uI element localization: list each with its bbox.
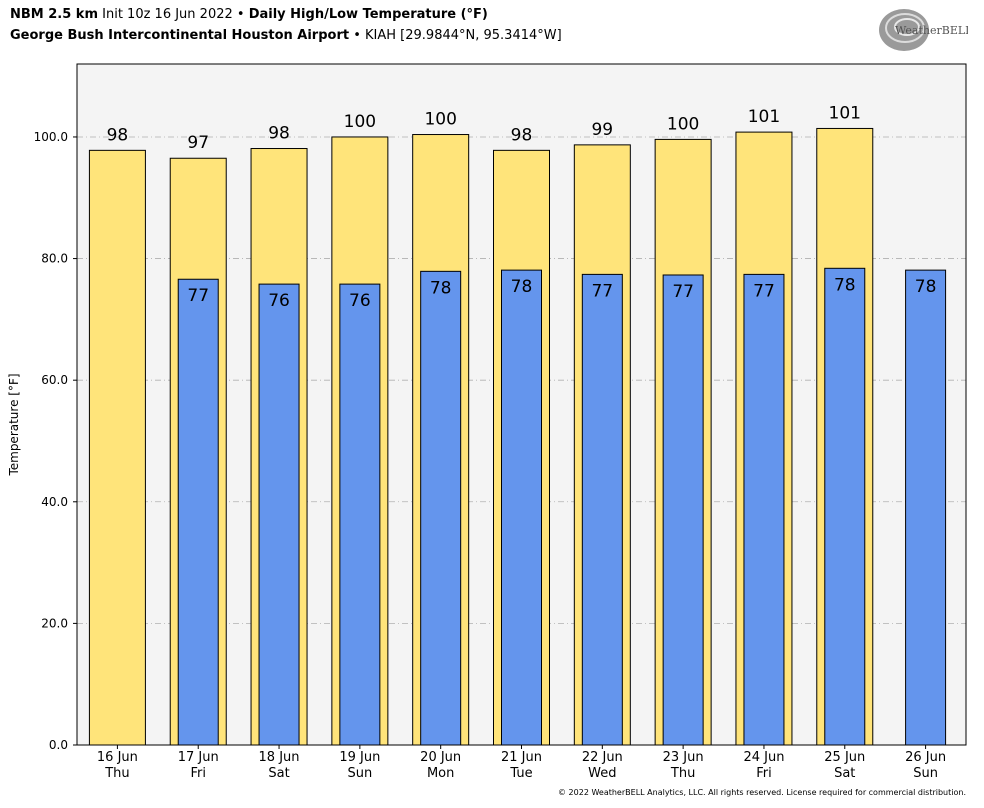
high-temp-label: 97 (187, 133, 209, 153)
y-axis: 0.0 20.0 40.0 60.0 80.0 100.0 (34, 130, 77, 752)
low-temp-label: 78 (511, 277, 533, 297)
high-temp-label: 100 (667, 114, 699, 134)
y-tick-label: 20.0 (41, 616, 68, 630)
y-axis-label: Temperature [°F] (7, 373, 21, 476)
low-temp-label: 77 (672, 282, 694, 302)
x-tick-date: 23 Jun (663, 750, 704, 765)
y-tick-label: 100.0 (34, 130, 68, 144)
x-tick-day: Sat (268, 766, 289, 781)
y-tick-label: 40.0 (41, 495, 68, 509)
low-temp-label: 78 (834, 275, 856, 295)
weatherbell-logo: WeatherBELL (879, 9, 968, 51)
station-info: KIAH [29.9844°N, 95.3414°W] (365, 28, 562, 43)
high-temp-label: 100 (424, 110, 456, 130)
x-tick-date: 26 Jun (905, 750, 946, 765)
high-temp-label: 98 (107, 125, 129, 145)
y-tick-label: 60.0 (41, 373, 68, 387)
low-temp-label: 76 (268, 291, 290, 311)
product-title: Daily High/Low Temperature (°F) (248, 7, 488, 22)
location-name: George Bush Intercontinental Houston Air… (10, 28, 350, 43)
high-temp-bar (88, 149, 146, 746)
init-time: Init 10z 16 Jun 2022 (102, 7, 233, 22)
x-tick-day: Mon (427, 766, 454, 781)
low-temp-bar (662, 274, 704, 746)
logo-text: WeatherBELL (895, 24, 968, 37)
low-temp-bar (339, 283, 381, 746)
low-temp-label: 77 (753, 281, 775, 301)
x-tick-day: Sat (834, 766, 855, 781)
high-temp-label: 98 (511, 125, 533, 145)
model-name: NBM 2.5 km (10, 7, 98, 22)
low-temp-label: 77 (187, 286, 209, 306)
x-tick-day: Fri (756, 766, 772, 781)
x-tick-date: 20 Jun (420, 750, 461, 765)
low-temp-bar (581, 273, 623, 746)
x-tick-date: 21 Jun (501, 750, 542, 765)
high-temp-label: 99 (591, 120, 613, 140)
low-temp-label: 76 (349, 291, 371, 311)
bars: 98 97 77 98 76 100 76 100 78 98 78 99 77 100 77 101 77 10… (88, 103, 947, 746)
x-tick-day: Sun (347, 766, 372, 781)
chart-header-line-1: NBM 2.5 km Init 10z 16 Jun 2022 • Daily … (10, 7, 488, 22)
y-tick-label: 0.0 (49, 738, 68, 752)
chart-header-line-2: George Bush Intercontinental Houston Air… (10, 28, 562, 43)
x-tick-day: Tue (509, 766, 532, 781)
low-temp-bar (177, 278, 219, 746)
x-tick-day: Sun (913, 766, 938, 781)
x-tick-date: 24 Jun (743, 750, 784, 765)
x-tick-date: 22 Jun (582, 750, 623, 765)
low-temp-bar (743, 273, 785, 746)
x-tick-date: 18 Jun (259, 750, 300, 765)
high-temp-label: 98 (268, 124, 290, 144)
x-tick-date: 17 Jun (178, 750, 219, 765)
y-tick-label: 80.0 (41, 252, 68, 266)
low-temp-label: 78 (430, 278, 452, 298)
x-tick-day: Thu (104, 766, 129, 781)
low-temp-label: 78 (915, 277, 937, 297)
x-tick-date: 25 Jun (824, 750, 865, 765)
high-temp-label: 101 (748, 107, 780, 127)
x-tick-day: Wed (588, 766, 616, 781)
copyright-notice: © 2022 WeatherBELL Analytics, LLC. All r… (558, 788, 966, 797)
low-temp-bar (501, 269, 542, 746)
low-temp-bar (905, 269, 947, 746)
low-temp-bar (258, 283, 300, 746)
low-temp-bar (824, 267, 866, 746)
high-temp-label: 100 (344, 112, 376, 132)
x-tick-day: Fri (190, 766, 206, 781)
low-temp-label: 77 (591, 281, 613, 301)
x-tick-date: 16 Jun (97, 750, 138, 765)
x-tick-date: 19 Jun (339, 750, 380, 765)
x-tick-day: Thu (670, 766, 695, 781)
low-temp-bar (420, 270, 462, 746)
high-temp-label: 101 (829, 103, 861, 123)
